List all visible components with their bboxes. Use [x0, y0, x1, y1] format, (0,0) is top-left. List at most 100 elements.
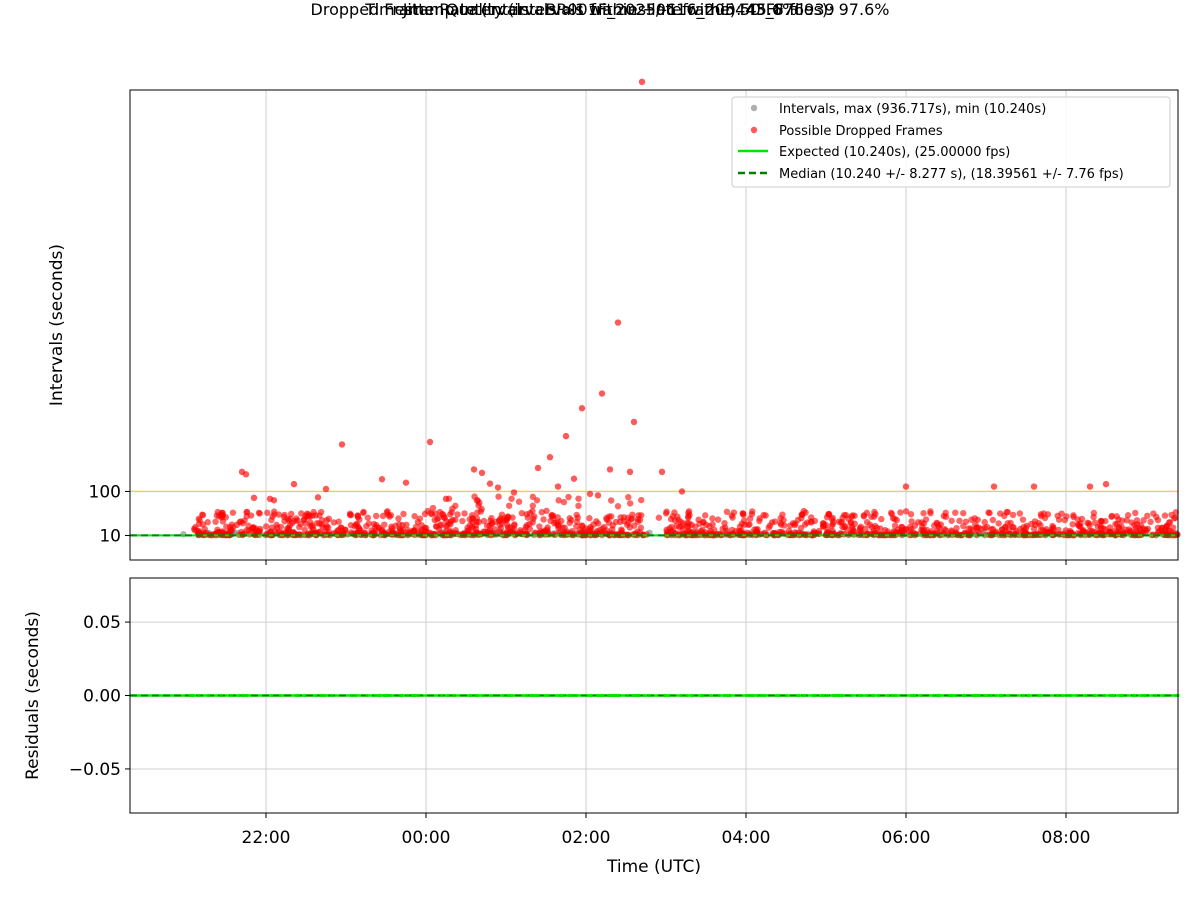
residual-point [759, 693, 763, 698]
dropped-frame-point [1144, 512, 1151, 520]
residual-point [994, 693, 998, 698]
dropped-frame-point [1108, 513, 1115, 520]
residual-point [1061, 693, 1065, 698]
dropped-frame-point [1105, 531, 1113, 538]
dropped-frame-point [515, 498, 523, 505]
dropped-frame-point [511, 521, 518, 528]
x-tick-label: 08:00 [1042, 828, 1091, 848]
residual-point [985, 693, 989, 698]
dropped-frame-point [536, 523, 543, 530]
dropped-frame-point [388, 523, 395, 530]
y-tick-label: 100 [89, 482, 121, 502]
residual-point [1102, 693, 1106, 698]
residual-point [989, 693, 993, 698]
dropped-frame-point [839, 518, 846, 526]
dropped-frame-point [316, 512, 323, 519]
dropped-frame-point [693, 529, 701, 536]
residual-point [919, 693, 923, 698]
dropped-frame-point [891, 522, 899, 529]
residual-point [1069, 693, 1073, 698]
dropped-frame-point [920, 510, 927, 517]
dropped-frame-outlier [902, 483, 910, 490]
dropped-frame-point [1055, 516, 1063, 523]
dropped-frame-point [907, 511, 915, 518]
chart-subtitle-jitter: Jitter Quality (intervals within +/-1 fr… [402, 0, 798, 19]
dropped-frame-point [445, 520, 453, 527]
dropped-frame-point [560, 498, 568, 506]
dropped-frame-point [233, 521, 241, 529]
residual-point [373, 693, 378, 698]
dropped-frame-point [204, 519, 211, 526]
dropped-frame-point [699, 526, 706, 534]
dropped-frame-point [247, 512, 255, 519]
residuals-panel: 0.05 0.00 −0.05 22:00 00:00 02:00 04:00 06:00 0… [23, 577, 1180, 877]
dropped-frame-point [1147, 518, 1154, 526]
residual-point [197, 693, 201, 698]
residual-point [642, 693, 647, 698]
dropped-frame-point [483, 522, 491, 529]
residual-point [606, 693, 610, 698]
dropped-frame-point [1019, 516, 1027, 523]
residual-point [365, 693, 369, 698]
residual-point [801, 693, 805, 698]
dropped-frame-point [1158, 524, 1166, 532]
intervals-y-axis-label: Intervals (seconds) [47, 244, 67, 406]
dropped-frame-outlier [554, 483, 562, 490]
dropped-frame-point [459, 517, 466, 525]
dropped-frame-point [779, 511, 786, 518]
legend: Intervals, max (936.717s), min (10.240s)… [731, 96, 1171, 188]
dropped-frame-point [967, 525, 974, 532]
residual-point [601, 693, 605, 698]
residual-point [831, 693, 836, 698]
dropped-frame-point [709, 521, 716, 528]
dropped-frame-outlier [338, 441, 346, 448]
residual-point [245, 693, 249, 698]
dropped-frame-point [428, 511, 436, 518]
dropped-frame-point [585, 529, 593, 536]
dropped-frame-outlier [1102, 480, 1110, 488]
residual-point [838, 693, 842, 698]
dropped-frame-point [1123, 517, 1131, 524]
dropped-frame-point [307, 519, 314, 526]
intervals-panel: 10 100 Intervals (seconds) Intervals, max… [47, 78, 1181, 565]
residual-point [709, 693, 713, 698]
dropped-frame-point [973, 524, 980, 531]
dropped-frame-point [655, 514, 663, 521]
dropped-frame-outlier [510, 489, 518, 496]
dropped-frame-point [685, 520, 693, 527]
residual-point [413, 693, 418, 698]
dropped-frame-point [1132, 509, 1139, 517]
dropped-frame-point [249, 525, 256, 532]
dropped-frame-point [414, 518, 422, 526]
dropped-frame-outlier [1030, 483, 1038, 490]
dropped-frame-point [532, 529, 539, 536]
dropped-frame-point [960, 522, 967, 530]
residual-point [663, 693, 668, 698]
dropped-frame-point [801, 521, 809, 528]
dropped-frame-outlier [614, 319, 622, 326]
dropped-frame-point [978, 525, 985, 533]
dropped-frame-point [364, 514, 371, 521]
residual-point [841, 693, 845, 698]
dropped-frame-point [264, 509, 271, 516]
dropped-frame-point [709, 515, 716, 522]
residual-point [330, 693, 334, 698]
dropped-frame-point [777, 521, 785, 528]
dropped-frame-point [1154, 516, 1162, 524]
dropped-frame-point [890, 528, 897, 535]
x-tick-label: 02:00 [562, 828, 611, 848]
dropped-frame-point [941, 526, 948, 533]
residual-point [207, 693, 211, 698]
dropped-frame-point [342, 526, 349, 534]
residual-point [589, 693, 593, 698]
dropped-frame-point [381, 521, 388, 528]
residuals-x-ticks: 22:00 00:00 02:00 04:00 06:00 08:00 [242, 813, 1091, 848]
dropped-frame-point [1004, 520, 1011, 527]
dropped-frame-point [860, 513, 868, 520]
dropped-frame-point [436, 508, 444, 516]
dropped-frame-point [478, 505, 485, 513]
dropped-frame-point [379, 527, 386, 534]
dropped-frame-point [1091, 519, 1099, 526]
dropped-frame-point [636, 516, 644, 524]
dropped-frame-point [684, 529, 691, 536]
